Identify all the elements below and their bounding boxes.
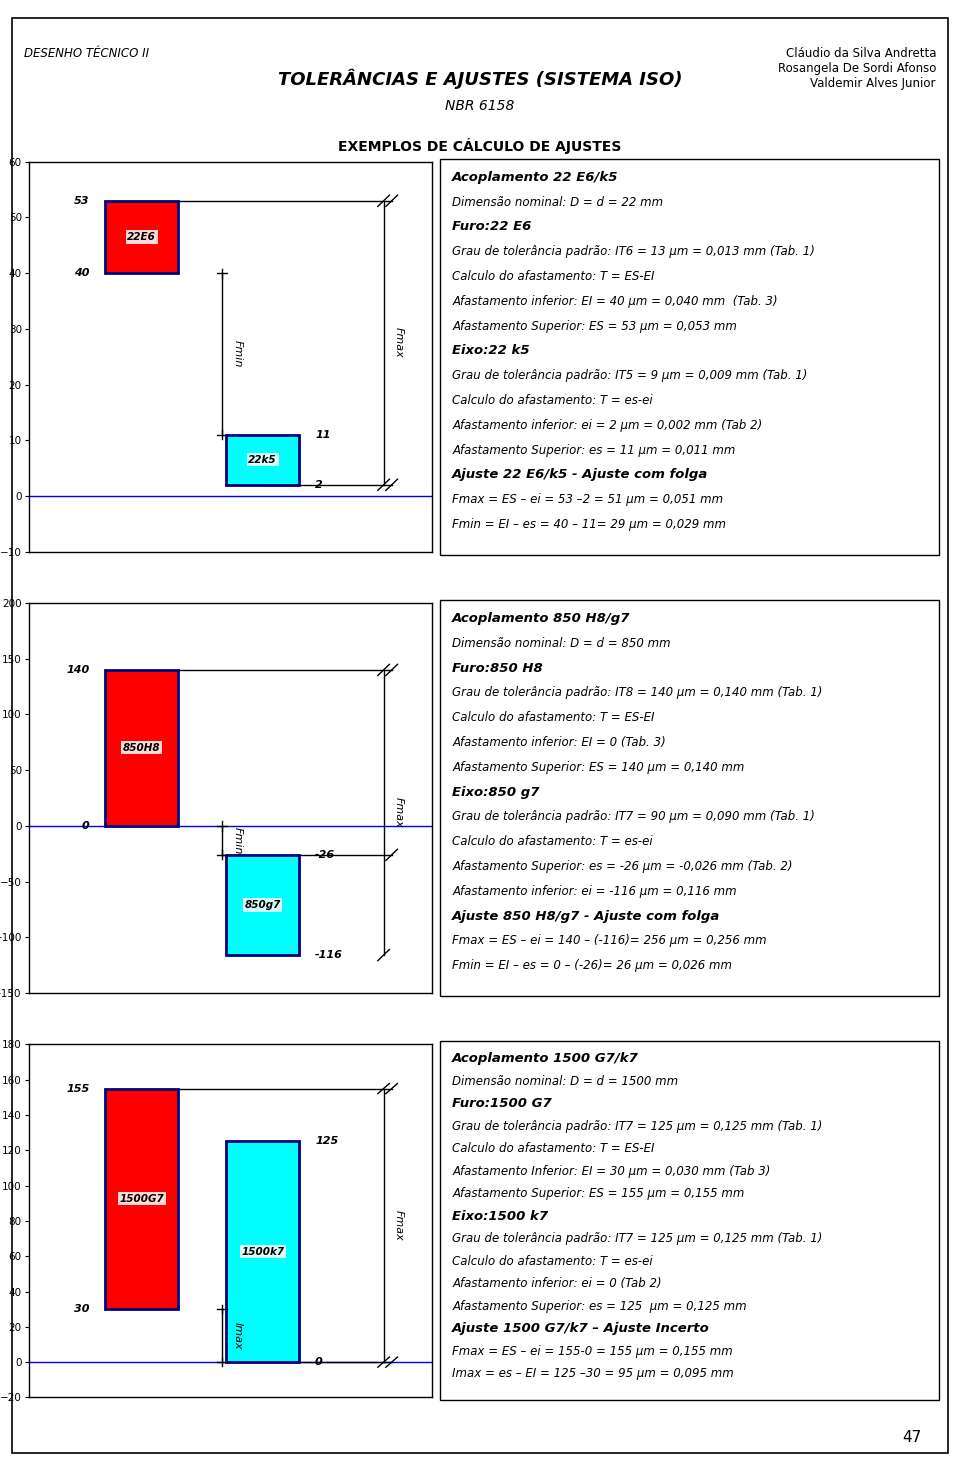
Text: 0: 0 bbox=[82, 821, 89, 831]
Text: Acoplamento 1500 G7/k7: Acoplamento 1500 G7/k7 bbox=[452, 1052, 639, 1065]
Text: Fmax = ES – ei = 155-0 = 155 μm = 0,155 mm: Fmax = ES – ei = 155-0 = 155 μm = 0,155 … bbox=[452, 1344, 732, 1358]
Text: Dimensão nominal: D = d = 850 mm: Dimensão nominal: D = d = 850 mm bbox=[452, 637, 671, 650]
Text: Furo:1500 G7: Furo:1500 G7 bbox=[452, 1097, 552, 1111]
Text: Acoplamento 850 H8/g7: Acoplamento 850 H8/g7 bbox=[452, 612, 631, 625]
Text: 1500k7: 1500k7 bbox=[241, 1247, 284, 1256]
Text: Ajuste 22 E6/k5 - Ajuste com folga: Ajuste 22 E6/k5 - Ajuste com folga bbox=[452, 468, 708, 481]
Text: Ajuste 1500 G7/k7 – Ajuste Incerto: Ajuste 1500 G7/k7 – Ajuste Incerto bbox=[452, 1322, 709, 1336]
Text: -26: -26 bbox=[315, 850, 335, 861]
Text: Fmax: Fmax bbox=[394, 797, 404, 828]
Text: 0: 0 bbox=[315, 1358, 323, 1367]
Text: Imax = es – EI = 125 –30 = 95 μm = 0,095 mm: Imax = es – EI = 125 –30 = 95 μm = 0,095… bbox=[452, 1367, 733, 1380]
Bar bbox=[106, 1089, 178, 1309]
Text: 53: 53 bbox=[74, 196, 89, 206]
Text: 850H8: 850H8 bbox=[123, 743, 160, 753]
Text: 22k5: 22k5 bbox=[249, 455, 277, 465]
Text: Afastamento inferior: ei = 0 (Tab 2): Afastamento inferior: ei = 0 (Tab 2) bbox=[452, 1277, 661, 1290]
Text: Fmin = EI – es = 40 – 11= 29 μm = 0,029 mm: Fmin = EI – es = 40 – 11= 29 μm = 0,029 … bbox=[452, 518, 726, 531]
Text: EXEMPLOS DE CÁLCULO DE AJUSTES: EXEMPLOS DE CÁLCULO DE AJUSTES bbox=[338, 138, 622, 154]
Text: Grau de tolerância padrão: IT6 = 13 μm = 0,013 mm (Tab. 1): Grau de tolerância padrão: IT6 = 13 μm =… bbox=[452, 246, 815, 257]
Text: Afastamento Inferior: EI = 30 μm = 0,030 mm (Tab 3): Afastamento Inferior: EI = 30 μm = 0,030… bbox=[452, 1165, 771, 1178]
Text: Calculo do afastamento: T = es-ei: Calculo do afastamento: T = es-ei bbox=[452, 394, 653, 407]
Bar bbox=[227, 855, 299, 955]
Text: 125: 125 bbox=[315, 1137, 338, 1146]
Text: 140: 140 bbox=[66, 665, 89, 675]
Text: Grau de tolerância padrão: IT7 = 125 μm = 0,125 mm (Tab. 1): Grau de tolerância padrão: IT7 = 125 μm … bbox=[452, 1119, 823, 1133]
Text: Afastamento Superior: ES = 53 μm = 0,053 mm: Afastamento Superior: ES = 53 μm = 0,053… bbox=[452, 319, 737, 332]
Text: Cláudio da Silva Andretta
Rosangela De Sordi Afonso
Valdemir Alves Junior: Cláudio da Silva Andretta Rosangela De S… bbox=[778, 47, 936, 90]
Text: Grau de tolerância padrão: IT8 = 140 μm = 0,140 mm (Tab. 1): Grau de tolerância padrão: IT8 = 140 μm … bbox=[452, 687, 823, 699]
Text: Fmax: Fmax bbox=[394, 328, 404, 357]
Text: Grau de tolerância padrão: IT7 = 125 μm = 0,125 mm (Tab. 1): Grau de tolerância padrão: IT7 = 125 μm … bbox=[452, 1233, 823, 1244]
Text: Ajuste 850 H8/g7 - Ajuste com folga: Ajuste 850 H8/g7 - Ajuste com folga bbox=[452, 909, 721, 922]
Text: Afastamento Superior: ES = 155 μm = 0,155 mm: Afastamento Superior: ES = 155 μm = 0,15… bbox=[452, 1187, 745, 1200]
Text: Calculo do afastamento: T = ES-EI: Calculo do afastamento: T = ES-EI bbox=[452, 710, 655, 724]
Text: Afastamento Superior: es = -26 μm = -0,026 mm (Tab. 2): Afastamento Superior: es = -26 μm = -0,0… bbox=[452, 861, 793, 872]
Text: 47: 47 bbox=[902, 1430, 922, 1445]
Text: Fmax = ES – ei = 140 – (-116)= 256 μm = 0,256 mm: Fmax = ES – ei = 140 – (-116)= 256 μm = … bbox=[452, 934, 767, 947]
Bar bbox=[227, 435, 299, 485]
Text: Dimensão nominal: D = d = 1500 mm: Dimensão nominal: D = d = 1500 mm bbox=[452, 1075, 679, 1087]
Text: Eixo:1500 k7: Eixo:1500 k7 bbox=[452, 1209, 548, 1222]
Text: 40: 40 bbox=[74, 268, 89, 278]
Text: DESENHO TÉCNICO II: DESENHO TÉCNICO II bbox=[24, 47, 149, 60]
Text: Furo:850 H8: Furo:850 H8 bbox=[452, 662, 543, 675]
Text: Grau de tolerância padrão: IT7 = 90 μm = 0,090 mm (Tab. 1): Grau de tolerância padrão: IT7 = 90 μm =… bbox=[452, 811, 815, 824]
Text: Fmax: Fmax bbox=[394, 1211, 404, 1240]
Text: NBR 6158: NBR 6158 bbox=[445, 99, 515, 113]
Bar bbox=[227, 1141, 299, 1362]
Text: Grau de tolerância padrão: IT5 = 9 μm = 0,009 mm (Tab. 1): Grau de tolerância padrão: IT5 = 9 μm = … bbox=[452, 369, 807, 382]
Text: Calculo do afastamento: T = es-ei: Calculo do afastamento: T = es-ei bbox=[452, 1255, 653, 1268]
Text: 30: 30 bbox=[74, 1305, 89, 1314]
Text: Afastamento inferior: ei = 2 μm = 0,002 mm (Tab 2): Afastamento inferior: ei = 2 μm = 0,002 … bbox=[452, 419, 762, 431]
Text: 155: 155 bbox=[66, 1084, 89, 1093]
Text: Afastamento inferior: EI = 0 (Tab. 3): Afastamento inferior: EI = 0 (Tab. 3) bbox=[452, 736, 666, 749]
Text: Imax: Imax bbox=[232, 1322, 243, 1349]
Text: Acoplamento 22 E6/k5: Acoplamento 22 E6/k5 bbox=[452, 171, 618, 184]
Text: Afastamento inferior: ei = -116 μm = 0,116 mm: Afastamento inferior: ei = -116 μm = 0,1… bbox=[452, 886, 736, 897]
Text: Calculo do afastamento: T = ES-EI: Calculo do afastamento: T = ES-EI bbox=[452, 269, 655, 282]
Text: Furo:22 E6: Furo:22 E6 bbox=[452, 221, 532, 234]
Text: 1500G7: 1500G7 bbox=[119, 1194, 164, 1203]
Text: Fmin: Fmin bbox=[232, 340, 243, 368]
Text: Afastamento Superior: es = 125  μm = 0,125 mm: Afastamento Superior: es = 125 μm = 0,12… bbox=[452, 1300, 747, 1312]
Text: 2: 2 bbox=[315, 480, 323, 490]
Text: Fmin = EI – es = 0 – (-26)= 26 μm = 0,026 mm: Fmin = EI – es = 0 – (-26)= 26 μm = 0,02… bbox=[452, 959, 732, 972]
Text: Afastamento inferior: EI = 40 μm = 0,040 mm  (Tab. 3): Afastamento inferior: EI = 40 μm = 0,040… bbox=[452, 294, 778, 307]
Text: Dimensão nominal: D = d = 22 mm: Dimensão nominal: D = d = 22 mm bbox=[452, 196, 663, 209]
Text: 850g7: 850g7 bbox=[245, 900, 281, 911]
Text: Eixo:850 g7: Eixo:850 g7 bbox=[452, 786, 540, 799]
Text: TOLERÂNCIAS E AJUSTES (SISTEMA ISO): TOLERÂNCIAS E AJUSTES (SISTEMA ISO) bbox=[277, 69, 683, 90]
Text: Afastamento Superior: ES = 140 μm = 0,140 mm: Afastamento Superior: ES = 140 μm = 0,14… bbox=[452, 761, 745, 774]
Text: Eixo:22 k5: Eixo:22 k5 bbox=[452, 344, 530, 357]
Text: -116: -116 bbox=[315, 950, 343, 961]
Text: Afastamento Superior: es = 11 μm = 0,011 mm: Afastamento Superior: es = 11 μm = 0,011… bbox=[452, 444, 735, 456]
Text: 22E6: 22E6 bbox=[128, 232, 156, 243]
Text: 11: 11 bbox=[315, 430, 330, 440]
Text: Calculo do afastamento: T = es-ei: Calculo do afastamento: T = es-ei bbox=[452, 836, 653, 849]
Text: Fmin: Fmin bbox=[232, 827, 243, 855]
Text: Fmax = ES – ei = 53 –2 = 51 μm = 0,051 mm: Fmax = ES – ei = 53 –2 = 51 μm = 0,051 m… bbox=[452, 493, 723, 506]
Bar bbox=[106, 669, 178, 825]
Bar bbox=[106, 202, 178, 274]
Text: Calculo do afastamento: T = ES-EI: Calculo do afastamento: T = ES-EI bbox=[452, 1141, 655, 1155]
